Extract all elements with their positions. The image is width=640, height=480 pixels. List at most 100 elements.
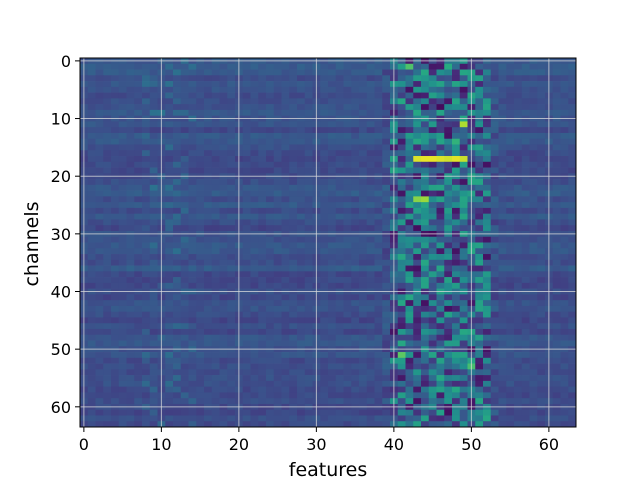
- heatmap-cell: [568, 271, 577, 278]
- heatmap-cell: [227, 144, 236, 151]
- heatmap-cell: [289, 340, 298, 347]
- heatmap-cell: [514, 317, 523, 324]
- heatmap-cell: [165, 340, 174, 347]
- heatmap-cell: [529, 254, 538, 261]
- heatmap-cell: [297, 144, 306, 151]
- heatmap-cell: [266, 317, 275, 324]
- heatmap-cell: [242, 311, 251, 318]
- heatmap-cell: [328, 300, 337, 307]
- heatmap-cell: [521, 421, 530, 428]
- heatmap-cell: [173, 75, 182, 82]
- heatmap-cell: [452, 392, 461, 399]
- heatmap-cell: [413, 271, 422, 278]
- heatmap-cell: [397, 282, 406, 289]
- heatmap-cell: [506, 415, 515, 422]
- heatmap-cell: [537, 81, 546, 88]
- heatmap-cell: [397, 317, 406, 324]
- heatmap-cell: [227, 254, 236, 261]
- heatmap-cell: [211, 369, 220, 376]
- heatmap-cell: [459, 415, 468, 422]
- heatmap-cell: [351, 305, 360, 313]
- heatmap-cell: [405, 104, 414, 111]
- heatmap-cell: [328, 392, 337, 399]
- heatmap-cell: [227, 300, 236, 307]
- heatmap-cell: [258, 213, 267, 220]
- heatmap-cell: [436, 363, 445, 370]
- heatmap-cell: [134, 421, 143, 428]
- heatmap-cell: [304, 81, 313, 88]
- heatmap-cell: [320, 92, 329, 99]
- heatmap-cell: [452, 132, 461, 140]
- heatmap-cell: [537, 190, 546, 197]
- heatmap-cell: [173, 392, 182, 399]
- heatmap-cell: [134, 132, 143, 140]
- heatmap-cell: [134, 282, 143, 289]
- heatmap-cell: [118, 161, 127, 168]
- heatmap-cell: [568, 179, 577, 186]
- heatmap-cell: [87, 121, 96, 128]
- heatmap-cell: [521, 132, 530, 140]
- heatmap-cell: [421, 156, 430, 163]
- heatmap-cell: [149, 219, 158, 226]
- heatmap-cell: [320, 380, 329, 387]
- heatmap-cell: [382, 219, 391, 226]
- heatmap-cell: [436, 75, 445, 82]
- x-tick-label: 40: [384, 435, 404, 454]
- heatmap-cell: [289, 92, 298, 99]
- heatmap-cell: [173, 300, 182, 307]
- heatmap-cell: [397, 98, 406, 105]
- heatmap-cell: [103, 138, 112, 145]
- heatmap-cell: [405, 271, 414, 278]
- heatmap-cell: [328, 104, 337, 111]
- heatmap-cell: [483, 132, 492, 140]
- heatmap-cell: [568, 357, 577, 364]
- heatmap-cell: [343, 334, 352, 341]
- heatmap-cell: [452, 104, 461, 111]
- heatmap-cell: [227, 81, 236, 88]
- heatmap-cell: [118, 236, 127, 243]
- heatmap-cell: [304, 317, 313, 324]
- heatmap-cell: [297, 305, 306, 313]
- heatmap-cell: [289, 415, 298, 422]
- heatmap-cell: [459, 127, 468, 134]
- heatmap-cell: [483, 363, 492, 370]
- heatmap-cell: [281, 380, 290, 387]
- heatmap-cell: [273, 328, 282, 336]
- heatmap-cell: [180, 156, 189, 163]
- heatmap-cell: [219, 144, 228, 151]
- heatmap-cell: [149, 161, 158, 168]
- heatmap-cell: [258, 161, 267, 168]
- heatmap-cell: [382, 138, 391, 145]
- heatmap-cell: [180, 109, 189, 117]
- heatmap-cell: [452, 323, 461, 330]
- heatmap-cell: [196, 225, 205, 232]
- heatmap-cell: [266, 75, 275, 82]
- heatmap-cell: [428, 277, 437, 284]
- heatmap-cell: [180, 63, 189, 70]
- heatmap-cell: [219, 104, 228, 111]
- heatmap-cell: [421, 317, 430, 324]
- heatmap-cell: [506, 300, 515, 307]
- heatmap-cell: [219, 328, 228, 336]
- heatmap-cell: [196, 259, 205, 266]
- heatmap-cell: [514, 167, 523, 174]
- heatmap-cell: [196, 421, 205, 428]
- heatmap-cell: [366, 271, 375, 278]
- heatmap-cell: [242, 127, 251, 134]
- heatmap-cell: [180, 138, 189, 145]
- heatmap-cell: [428, 375, 437, 382]
- heatmap-cell: [211, 75, 220, 82]
- heatmap-cell: [366, 317, 375, 324]
- heatmap-cell: [366, 81, 375, 88]
- heatmap-cell: [227, 179, 236, 186]
- heatmap-cell: [552, 415, 561, 422]
- heatmap-cell: [436, 392, 445, 399]
- heatmap-cell: [397, 92, 406, 99]
- heatmap-cell: [126, 271, 135, 278]
- heatmap-cell: [250, 334, 259, 341]
- heatmap-cell: [196, 161, 205, 168]
- heatmap-cell: [219, 219, 228, 226]
- heatmap-cell: [498, 75, 507, 82]
- heatmap-cell: [320, 196, 329, 203]
- heatmap-cell: [335, 92, 344, 99]
